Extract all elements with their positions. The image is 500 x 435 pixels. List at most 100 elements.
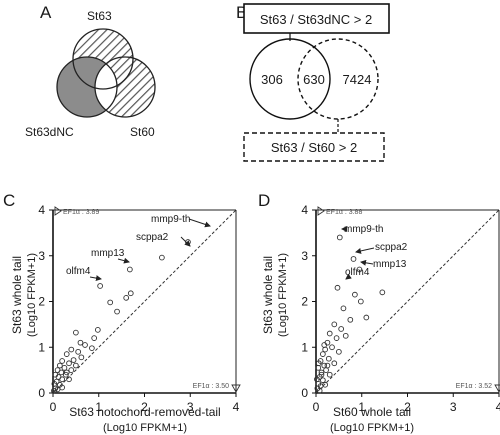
data-point <box>333 335 340 341</box>
data-point <box>331 360 338 367</box>
data-point <box>58 369 65 376</box>
venn-b-top-box <box>243 3 390 34</box>
data-point <box>336 348 342 355</box>
data-point <box>62 371 69 378</box>
x-tick-label: 0 <box>313 400 320 414</box>
x-tick-label: 4 <box>233 400 240 414</box>
venn-b-bottom-box-text: St63 / St60 > 2 <box>271 140 357 155</box>
panel-label-b: B <box>236 3 247 22</box>
y-tick-label: 4 <box>301 203 308 217</box>
venn-a-diagram <box>56 28 156 118</box>
data-point <box>336 234 343 241</box>
data-point <box>326 371 333 378</box>
data-point <box>78 354 85 361</box>
x-tick-label: 2 <box>404 400 411 414</box>
chart-c-ylabel-line1: St63 whole tail <box>10 256 24 334</box>
data-point <box>59 358 66 364</box>
panel-label-c: C <box>3 191 15 210</box>
gene-label-mmp13: mmp13 <box>91 248 125 259</box>
x-tick-label: 1 <box>95 400 102 414</box>
venn-b-circle-left <box>249 38 331 120</box>
venn-b-circle-right <box>297 38 379 120</box>
data-point <box>61 364 68 371</box>
data-point <box>91 335 98 341</box>
data-point <box>127 266 133 273</box>
chart-c-ylabel-line2: (Log10 FPKM+1) <box>26 253 38 337</box>
ef1a-top-label: EF1α : 3.89 <box>63 209 99 216</box>
data-point <box>321 342 328 348</box>
y-tick-label: 3 <box>38 249 45 263</box>
data-point <box>347 316 354 323</box>
data-point <box>73 362 79 369</box>
data-point <box>75 348 82 355</box>
data-point <box>357 298 364 305</box>
ef1a-top-label: EF1α : 3.88 <box>326 209 362 216</box>
panel-label-a: A <box>40 3 52 22</box>
ef1a-right-marker <box>494 384 500 393</box>
diagonal-line <box>315 209 500 394</box>
scatter-chart-d: 0 1 2 3 4 0 1 2 3 4 EF1α : 3.88 EF1α : 3.52 mmp9-th s… <box>301 203 500 414</box>
y-tick-label: 3 <box>301 249 308 263</box>
y-tick-label: 4 <box>38 203 45 217</box>
scatter-chart-c: 0 1 2 3 4 0 1 2 3 4 EF1α : 3.89 EF1α : 3.50 mmp9-th s… <box>38 203 241 414</box>
ef1a-right-marker <box>231 384 241 393</box>
chart-d-ylabel-line2: (Log10 FPKM+1) <box>277 253 289 337</box>
chart-d-ylabel-line1: St63 whole tail <box>261 256 275 334</box>
data-point <box>59 376 66 383</box>
data-point <box>350 256 357 262</box>
chart-d-xlabel-line2: (Log10 FPKM+1) <box>330 422 414 434</box>
gene-arrow-mmp13 <box>360 259 374 266</box>
data-point <box>340 305 347 312</box>
data-point <box>334 284 341 291</box>
data-point <box>107 299 114 306</box>
gene-arrow-mmp13 <box>117 257 130 264</box>
data-point <box>325 355 332 362</box>
gene-arrow-mmp9-th <box>188 218 211 228</box>
venn-b-count-overlap: 630 <box>303 72 325 87</box>
data-point <box>82 342 88 348</box>
data-point <box>68 367 75 373</box>
ef1a-top-marker <box>317 206 325 216</box>
diagonal-line <box>52 209 237 394</box>
x-tick-label: 1 <box>358 400 365 414</box>
data-point <box>338 326 345 332</box>
gene-arrow-scppa2 <box>355 247 375 254</box>
chart-c-xlabel-line1: St63 notochord-removed-tail <box>69 405 220 419</box>
venn-b-bottom-box <box>243 132 385 162</box>
data-point <box>316 387 323 394</box>
y-tick-label: 2 <box>38 295 45 309</box>
data-point <box>315 360 322 367</box>
data-point <box>342 332 349 339</box>
data-point <box>324 362 331 369</box>
data-point <box>320 377 326 384</box>
gene-label-olfm4: olfm4 <box>66 266 91 277</box>
ef1a-top-marker <box>54 206 62 216</box>
venn-b-count-right: 7424 <box>343 72 372 87</box>
x-tick-label: 3 <box>187 400 194 414</box>
data-point <box>322 381 329 388</box>
data-point <box>94 327 101 333</box>
gene-label-mmp13: mmp13 <box>373 259 407 270</box>
data-point <box>57 362 63 369</box>
data-point <box>320 351 326 357</box>
x-tick-label: 2 <box>141 400 148 414</box>
gene-arrow-scppa2 <box>180 236 191 247</box>
y-tick-label: 0 <box>38 386 45 400</box>
data-point <box>89 345 95 352</box>
data-point <box>66 376 72 383</box>
x-tick-label: 0 <box>50 400 57 414</box>
gene-label-scppa2: scppa2 <box>136 232 169 243</box>
data-point <box>68 346 75 353</box>
data-point <box>352 291 358 298</box>
gene-label-olfm4: olfm4 <box>345 267 370 278</box>
data-point <box>379 289 386 296</box>
data-point <box>127 290 134 297</box>
gene-arrow-olfm4 <box>345 273 352 280</box>
data-point <box>356 266 363 273</box>
gene-label-mmp9-th: mmp9-th <box>344 224 383 235</box>
chart-c-xlabel-line2: (Log10 FPKM+1) <box>103 422 187 434</box>
venn-b-top-box-text: St63 / St63dNC > 2 <box>260 12 372 27</box>
data-point <box>326 330 333 337</box>
gene-label-mmp9-th: mmp9-th <box>151 214 190 225</box>
data-point <box>97 283 103 289</box>
